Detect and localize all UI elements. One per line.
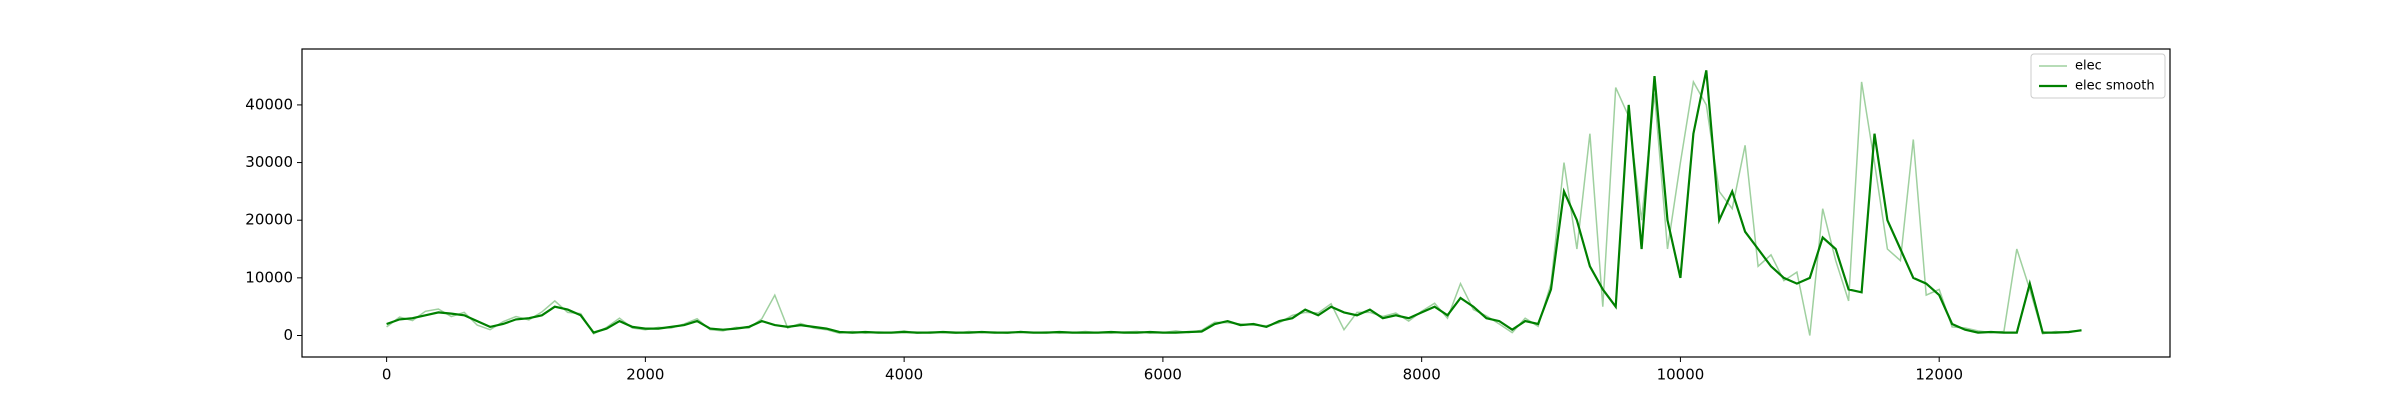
- plot-frame: [301, 48, 2171, 358]
- y-tick-label: 0: [283, 326, 293, 344]
- x-tick-label: 6000: [1144, 366, 1182, 384]
- x-tick-label: 8000: [1403, 366, 1441, 384]
- y-tick-label: 40000: [245, 95, 293, 113]
- legend-label: elec: [2075, 59, 2102, 74]
- line-series: [386, 70, 2082, 334]
- x-tick-label: 12000: [1915, 366, 1963, 384]
- x-tick-label: 10000: [1657, 366, 1705, 384]
- x-tick-label: 0: [382, 366, 392, 384]
- x-tick-label: 4000: [885, 366, 923, 384]
- y-tick-label: 10000: [245, 268, 293, 286]
- y-tick-label: 20000: [245, 211, 293, 229]
- x-tick-label: 2000: [626, 366, 664, 384]
- legend-label: elec smooth: [2075, 79, 2155, 94]
- y-tick-label: 30000: [245, 153, 293, 171]
